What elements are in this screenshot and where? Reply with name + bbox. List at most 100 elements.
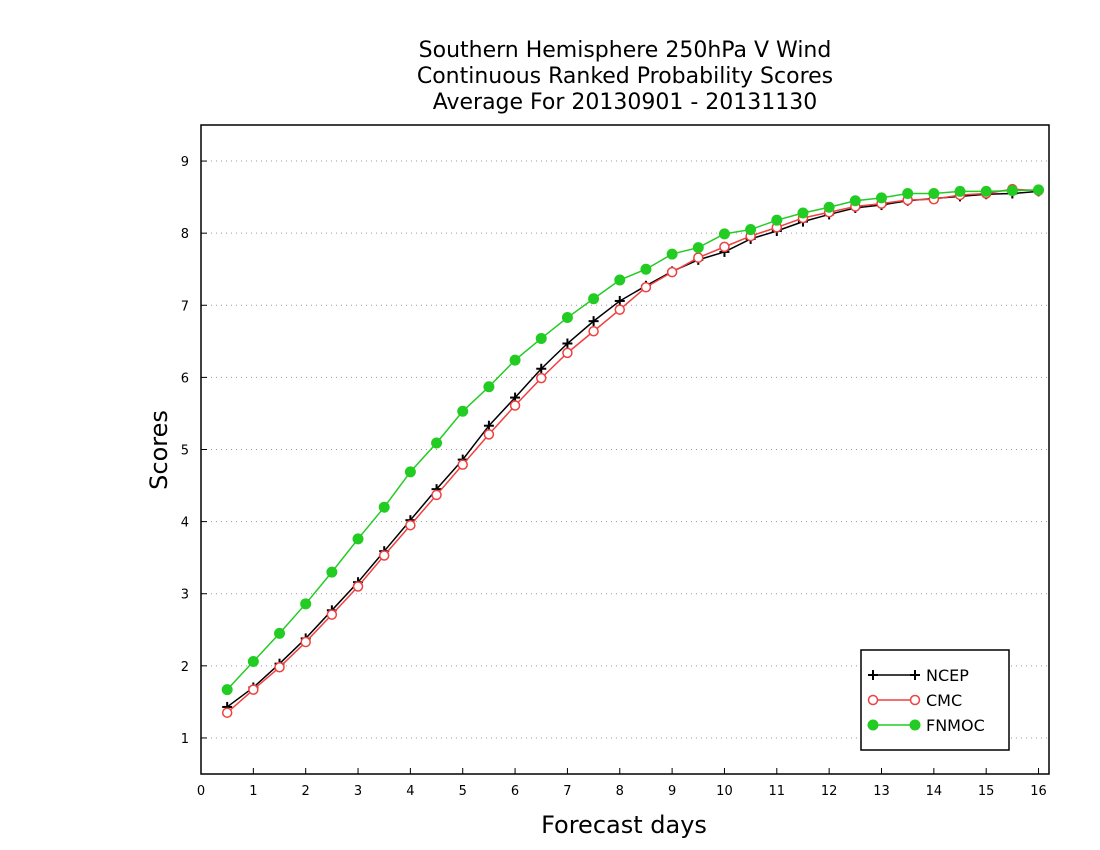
x-tick-label: 0	[197, 784, 205, 799]
data-point-fnmoc	[666, 248, 678, 260]
x-tick-label: 15	[978, 784, 995, 799]
x-tick-label: 11	[769, 784, 786, 799]
data-point-fnmoc	[980, 185, 992, 197]
data-point-cmc	[352, 581, 364, 592]
chart-title-line-1: Southern Hemisphere 250hPa V Wind	[418, 38, 832, 63]
legend-label: FNMOC	[926, 716, 985, 735]
data-point-fnmoc	[457, 405, 469, 417]
data-point-ncep	[588, 316, 599, 327]
data-point-fnmoc	[954, 185, 966, 197]
x-tick-label: 5	[459, 784, 467, 799]
x-tick-label: 16	[1030, 784, 1047, 799]
data-point-cmc	[378, 550, 390, 561]
data-point-fnmoc	[928, 188, 940, 200]
data-point-cmc	[509, 400, 521, 411]
data-point-fnmoc	[771, 214, 783, 226]
x-axis-title: Forecast days	[541, 811, 707, 839]
x-tick-label: 1	[249, 784, 257, 799]
x-tick-label: 2	[302, 784, 310, 799]
legend-marker-right	[909, 719, 921, 731]
data-point-fnmoc	[823, 201, 835, 213]
y-tick-label: 2	[181, 660, 189, 675]
data-point-fnmoc	[640, 263, 652, 275]
series-layer	[221, 183, 1045, 718]
x-tick-label: 10	[716, 784, 733, 799]
data-point-fnmoc	[902, 188, 914, 200]
y-tick-label: 5	[181, 444, 189, 459]
data-point-fnmoc	[274, 627, 286, 639]
x-tick-label: 14	[926, 784, 943, 799]
data-point-cmc	[562, 347, 573, 359]
chart-title-line-3: Average For 20130901 - 20131130	[432, 90, 818, 115]
data-point-fnmoc	[509, 354, 521, 366]
data-point-fnmoc	[404, 466, 416, 478]
data-point-cmc	[640, 282, 652, 293]
y-tick-label: 4	[181, 516, 189, 531]
y-tick-label: 7	[181, 299, 189, 314]
data-point-cmc	[666, 266, 678, 278]
series-line-fnmoc	[226, 189, 1039, 691]
data-point-cmc	[457, 459, 468, 470]
data-point-fnmoc	[483, 381, 495, 393]
data-point-fnmoc	[745, 224, 757, 236]
data-point-ncep	[483, 420, 494, 431]
x-tick-label: 7	[563, 784, 571, 799]
data-point-cmc	[274, 662, 285, 673]
data-point-fnmoc	[692, 242, 704, 254]
legend-marker-left	[868, 670, 878, 680]
x-tick-label: 12	[821, 784, 838, 799]
legend: NCEP CMC FNMOC	[860, 649, 1010, 751]
data-point-fnmoc	[588, 293, 600, 305]
x-tick-label: 3	[354, 784, 362, 799]
x-tick-label: 4	[406, 784, 414, 799]
data-point-fnmoc	[431, 437, 443, 449]
data-point-cmc	[248, 684, 259, 695]
data-point-fnmoc	[797, 207, 809, 219]
data-point-fnmoc	[300, 598, 312, 610]
y-tick-label: 8	[181, 227, 189, 242]
legend-item-fnmoc: FNMOC	[867, 716, 985, 735]
plot-frame	[200, 124, 1050, 775]
series-line-cmc	[226, 188, 1039, 714]
data-point-fnmoc	[378, 501, 390, 513]
x-tick-label: 13	[873, 784, 890, 799]
data-point-cmc	[588, 325, 599, 337]
data-point-fnmoc	[352, 533, 364, 545]
legend-item-ncep: NCEP	[868, 666, 969, 685]
data-point-cmc	[300, 636, 311, 648]
data-point-fnmoc	[1033, 184, 1045, 196]
legend-marker-right	[909, 694, 921, 706]
data-point-ncep	[614, 295, 625, 306]
x-tick-label: 9	[668, 784, 676, 799]
data-point-fnmoc	[535, 332, 547, 344]
data-point-fnmoc	[326, 566, 338, 578]
data-point-fnmoc	[614, 274, 626, 286]
legend-marker-left	[867, 719, 879, 731]
legend-label: CMC	[926, 691, 962, 710]
series-fnmoc	[221, 184, 1045, 696]
data-point-cmc	[614, 304, 626, 315]
data-point-fnmoc	[247, 656, 259, 668]
y-tick-label: 3	[181, 588, 189, 603]
series-cmc	[221, 183, 1044, 718]
y-tick-label: 1	[181, 732, 189, 747]
y-axis-title: Scores	[145, 410, 173, 490]
data-point-fnmoc	[1006, 185, 1018, 197]
data-point-cmc	[719, 241, 730, 253]
data-point-cmc	[693, 252, 704, 263]
chart-title-line-2: Continuous Ranked Probability Scores	[416, 64, 834, 89]
legend-marker-left	[867, 694, 879, 706]
x-tick-label: 8	[616, 784, 624, 799]
data-point-fnmoc	[561, 312, 573, 324]
data-point-cmc	[405, 519, 416, 531]
data-point-cmc	[326, 609, 338, 620]
data-point-fnmoc	[849, 195, 861, 207]
legend-item-cmc: CMC	[867, 691, 962, 710]
data-point-cmc	[535, 372, 547, 384]
data-point-fnmoc	[221, 684, 233, 696]
data-point-cmc	[483, 429, 495, 440]
x-tick-label: 6	[511, 784, 519, 799]
